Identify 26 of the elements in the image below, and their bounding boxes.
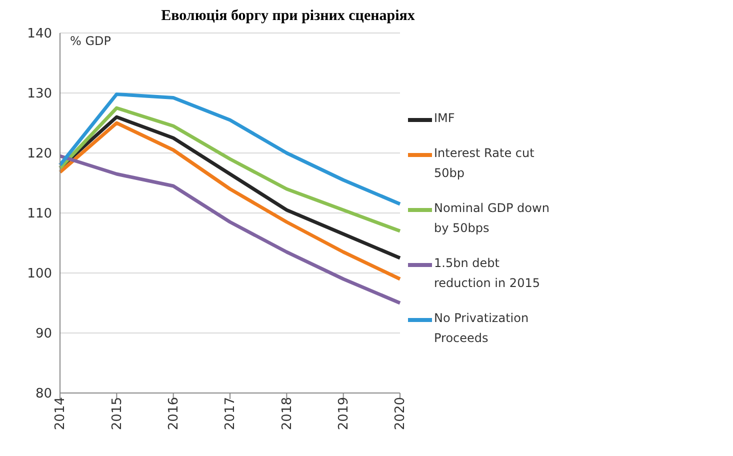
legend-label: IMF [434, 110, 455, 126]
x-tick-label: 2018 [280, 397, 295, 430]
legend-label: No Privatization Proceeds [434, 310, 530, 346]
y-tick-label: 130 [27, 86, 52, 102]
y-axis-title: % GDP [70, 34, 111, 48]
legend-label: Nominal GDP down by 50bps [434, 200, 550, 236]
line-series [58, 121, 402, 281]
y-tick-label: 100 [27, 266, 52, 282]
line-series [58, 115, 402, 260]
y-tick-label: 90 [35, 326, 52, 342]
line-series [58, 154, 402, 305]
y-tick-label: 110 [27, 206, 52, 222]
x-tick-label: 2020 [393, 397, 408, 430]
y-tick-label: 140 [27, 26, 52, 42]
legend-label: Interest Rate cut 50bp [434, 144, 536, 182]
line-series [58, 92, 402, 206]
x-tick-label: 2016 [166, 397, 182, 430]
legend-label: 1.5bn debt reduction in 2015 [434, 254, 541, 292]
x-tick-label: 2014 [53, 397, 68, 430]
chart-title: Еволюція боргу при різних сценаріях [160, 8, 416, 26]
line-series [58, 106, 402, 233]
x-tick-label: 2015 [110, 397, 125, 430]
x-tick-label: 2019 [336, 397, 352, 430]
x-tick-label: 2017 [223, 397, 238, 430]
y-tick-label: 80 [35, 386, 52, 402]
y-tick-label: 120 [27, 146, 52, 162]
